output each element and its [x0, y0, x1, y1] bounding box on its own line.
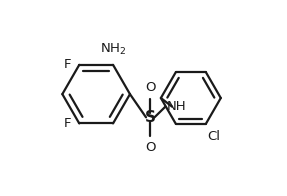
- Text: O: O: [145, 141, 156, 153]
- Text: NH: NH: [166, 100, 186, 113]
- Text: O: O: [145, 81, 156, 94]
- Text: Cl: Cl: [208, 130, 221, 143]
- Text: NH$_2$: NH$_2$: [100, 42, 126, 57]
- Text: F: F: [64, 117, 71, 130]
- Text: F: F: [64, 58, 71, 71]
- Text: S: S: [145, 110, 156, 125]
